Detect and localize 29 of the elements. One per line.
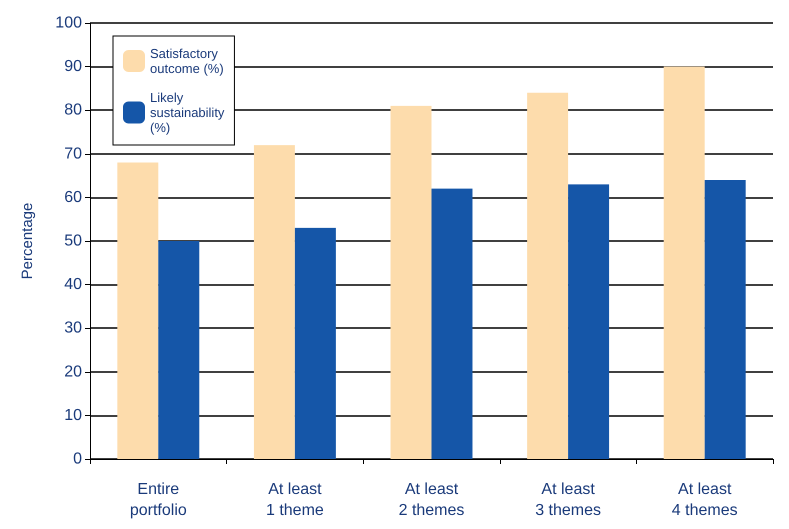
x-tick-label: At least 2 themes [398, 481, 464, 519]
x-tick-label: At least 4 themes [672, 481, 738, 519]
y-tick-label: 50 [64, 232, 82, 250]
legend-label: Satisfactory outcome (%) [150, 46, 224, 76]
bar [254, 145, 295, 459]
x-tick-label: Entire portfolio [130, 481, 187, 519]
x-tick-label: At least 3 themes [535, 481, 602, 519]
y-tick-label: 30 [64, 320, 82, 337]
y-axis-title: Percentage [19, 202, 36, 280]
y-tick-label: 10 [64, 406, 82, 424]
bar [390, 106, 432, 459]
bar [664, 66, 705, 459]
bar [294, 228, 336, 459]
legend-label: Likely sustainability (%) [150, 90, 225, 135]
x-tick-label: At least 1 theme [266, 481, 324, 519]
y-tick-label: 100 [55, 14, 82, 32]
bar [704, 180, 746, 459]
y-tick-label: 40 [64, 276, 82, 294]
bar [527, 92, 568, 459]
y-tick-label: 0 [73, 450, 82, 468]
bar [117, 162, 158, 459]
y-tick-label: 70 [64, 145, 82, 162]
y-tick-label: 80 [64, 102, 82, 119]
y-tick-label: 20 [64, 363, 82, 380]
bar [568, 184, 610, 459]
y-tick-label: 60 [64, 188, 82, 206]
bar [158, 241, 200, 459]
bar [432, 188, 472, 459]
y-tick-label: 90 [64, 58, 82, 76]
